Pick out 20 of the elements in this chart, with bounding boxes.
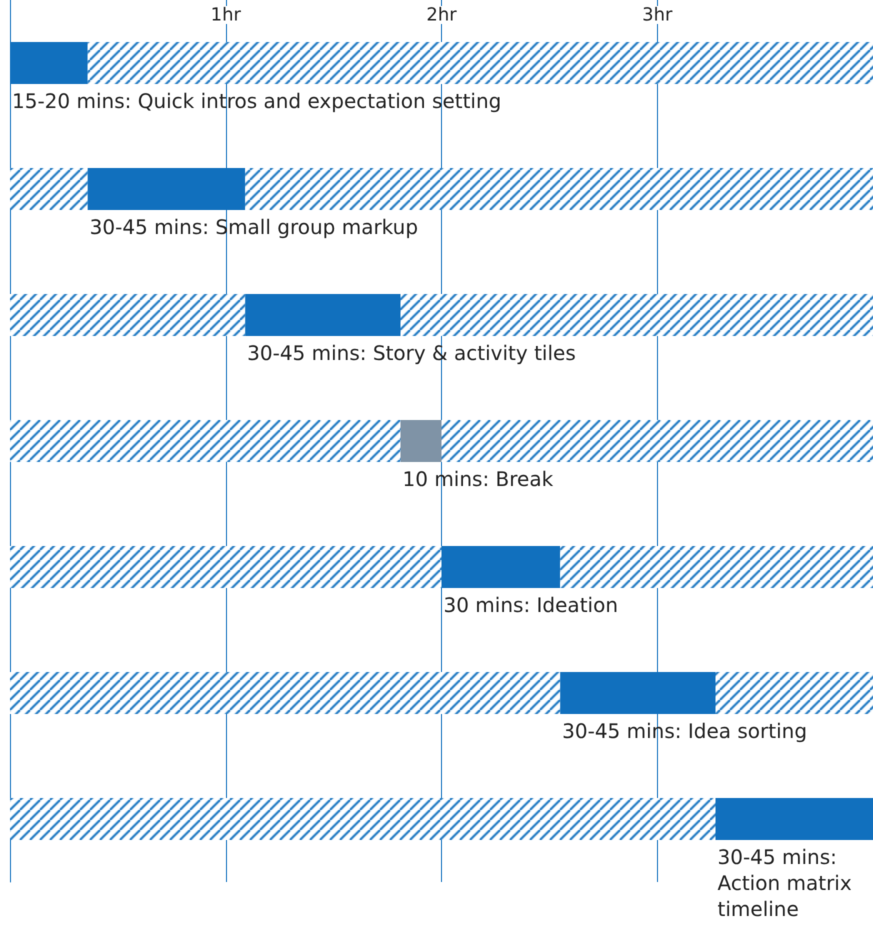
bar (10, 168, 88, 210)
bar (716, 798, 873, 840)
bar (442, 420, 873, 462)
bar (400, 420, 442, 462)
bar (245, 168, 873, 210)
bar (716, 672, 873, 714)
annotation: 30-45 mins: Action matrix timeline (718, 845, 858, 921)
bar (10, 546, 442, 588)
bar (10, 798, 716, 840)
x-tick-label: 1hr (210, 4, 242, 26)
bar (10, 420, 401, 462)
annotation: 30 mins: Ideation (444, 593, 618, 617)
x-tick-label: 2hr (426, 4, 458, 26)
bar (400, 294, 873, 336)
bar (560, 546, 873, 588)
bar (10, 672, 560, 714)
x-tick-label: 3hr (642, 4, 673, 26)
bar (10, 294, 246, 336)
bar (245, 294, 401, 336)
bar (88, 42, 873, 84)
